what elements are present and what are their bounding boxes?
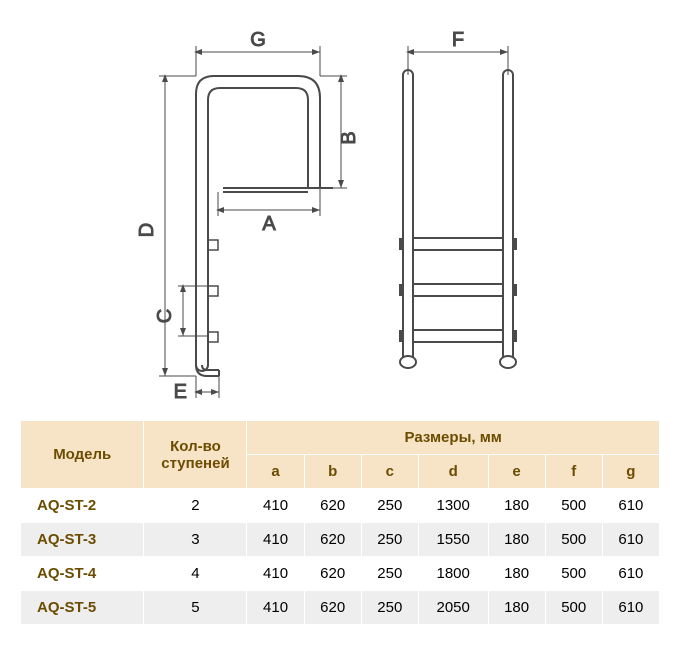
cell-value: 610	[602, 489, 659, 523]
cell-value: 500	[545, 489, 602, 523]
cell-value: 500	[545, 591, 602, 625]
cell-value: 410	[247, 557, 304, 591]
col-f: f	[545, 455, 602, 489]
cell-value: 620	[304, 523, 361, 557]
col-model: Модель	[21, 421, 144, 489]
cell-model: AQ-ST-3	[21, 523, 144, 557]
cell-value: 250	[361, 523, 418, 557]
technical-diagram: D C G B A E	[123, 20, 553, 400]
cell-value: 610	[602, 523, 659, 557]
col-d: d	[418, 455, 488, 489]
cell-value: 180	[488, 489, 545, 523]
table-row: AQ-ST-444106202501800180500610	[21, 557, 660, 591]
cell-value: 1800	[418, 557, 488, 591]
col-e: e	[488, 455, 545, 489]
col-b: b	[304, 455, 361, 489]
cell-value: 180	[488, 591, 545, 625]
dim-label-C: C	[154, 309, 176, 323]
table-row: AQ-ST-334106202501550180500610	[21, 523, 660, 557]
col-steps: Кол-во ступеней	[144, 421, 247, 489]
dim-label-A: A	[262, 213, 276, 235]
dim-label-D: D	[136, 223, 158, 237]
dim-label-F: F	[452, 29, 464, 51]
cell-value: 1550	[418, 523, 488, 557]
cell-value: 250	[361, 591, 418, 625]
table-row: AQ-ST-554106202502050180500610	[21, 591, 660, 625]
cell-model: AQ-ST-2	[21, 489, 144, 523]
col-c: c	[361, 455, 418, 489]
cell-value: 610	[602, 591, 659, 625]
cell-value: 610	[602, 557, 659, 591]
cell-value: 620	[304, 489, 361, 523]
table-body: AQ-ST-224106202501300180500610AQ-ST-3341…	[21, 489, 660, 625]
cell-steps: 5	[144, 591, 247, 625]
cell-value: 180	[488, 557, 545, 591]
table-row: AQ-ST-224106202501300180500610	[21, 489, 660, 523]
front-view	[399, 70, 517, 368]
col-a: a	[247, 455, 304, 489]
cell-value: 2050	[418, 591, 488, 625]
cell-steps: 4	[144, 557, 247, 591]
cell-value: 410	[247, 523, 304, 557]
col-dimensions: Размеры, мм	[247, 421, 660, 455]
cell-value: 500	[545, 557, 602, 591]
cell-value: 620	[304, 557, 361, 591]
cell-value: 410	[247, 489, 304, 523]
cell-value: 620	[304, 591, 361, 625]
cell-value: 250	[361, 489, 418, 523]
cell-value: 1300	[418, 489, 488, 523]
cell-model: AQ-ST-4	[21, 557, 144, 591]
cell-steps: 2	[144, 489, 247, 523]
col-g: g	[602, 455, 659, 489]
dim-label-G: G	[250, 29, 266, 51]
cell-model: AQ-ST-5	[21, 591, 144, 625]
dim-label-E: E	[174, 381, 187, 400]
cell-value: 250	[361, 557, 418, 591]
cell-steps: 3	[144, 523, 247, 557]
dimensions-table: Модель Кол-во ступеней Размеры, мм a b c…	[20, 420, 660, 625]
dim-label-B: B	[338, 131, 360, 144]
cell-value: 500	[545, 523, 602, 557]
cell-value: 410	[247, 591, 304, 625]
cell-value: 180	[488, 523, 545, 557]
